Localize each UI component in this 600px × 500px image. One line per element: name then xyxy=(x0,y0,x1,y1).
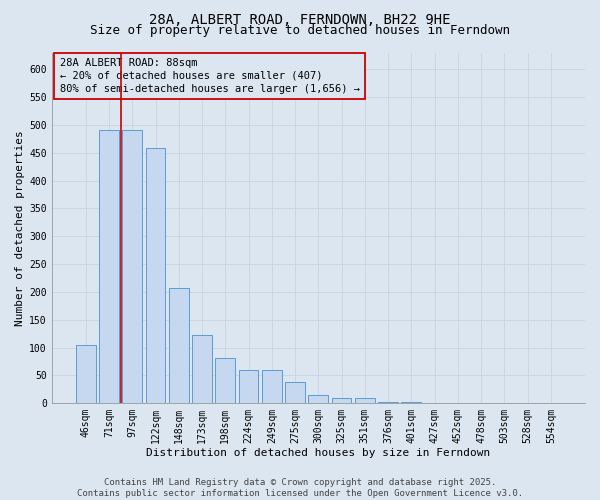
Bar xyxy=(215,358,235,403)
Bar xyxy=(146,148,166,403)
Text: 28A ALBERT ROAD: 88sqm
← 20% of detached houses are smaller (407)
80% of semi-de: 28A ALBERT ROAD: 88sqm ← 20% of detached… xyxy=(59,58,359,94)
Bar xyxy=(308,396,328,403)
Y-axis label: Number of detached properties: Number of detached properties xyxy=(15,130,25,326)
Bar xyxy=(378,402,398,403)
Text: 28A, ALBERT ROAD, FERNDOWN, BH22 9HE: 28A, ALBERT ROAD, FERNDOWN, BH22 9HE xyxy=(149,12,451,26)
Bar xyxy=(355,398,375,403)
Bar xyxy=(401,402,421,403)
Bar xyxy=(262,370,282,403)
Text: Size of property relative to detached houses in Ferndown: Size of property relative to detached ho… xyxy=(90,24,510,37)
Bar xyxy=(425,402,445,403)
Bar xyxy=(285,382,305,403)
Text: Contains HM Land Registry data © Crown copyright and database right 2025.
Contai: Contains HM Land Registry data © Crown c… xyxy=(77,478,523,498)
Bar xyxy=(239,370,259,403)
X-axis label: Distribution of detached houses by size in Ferndown: Distribution of detached houses by size … xyxy=(146,448,490,458)
Bar xyxy=(122,130,142,403)
Bar xyxy=(76,345,95,403)
Bar xyxy=(332,398,352,403)
Bar xyxy=(192,336,212,403)
Bar xyxy=(99,130,119,403)
Bar xyxy=(169,288,188,403)
